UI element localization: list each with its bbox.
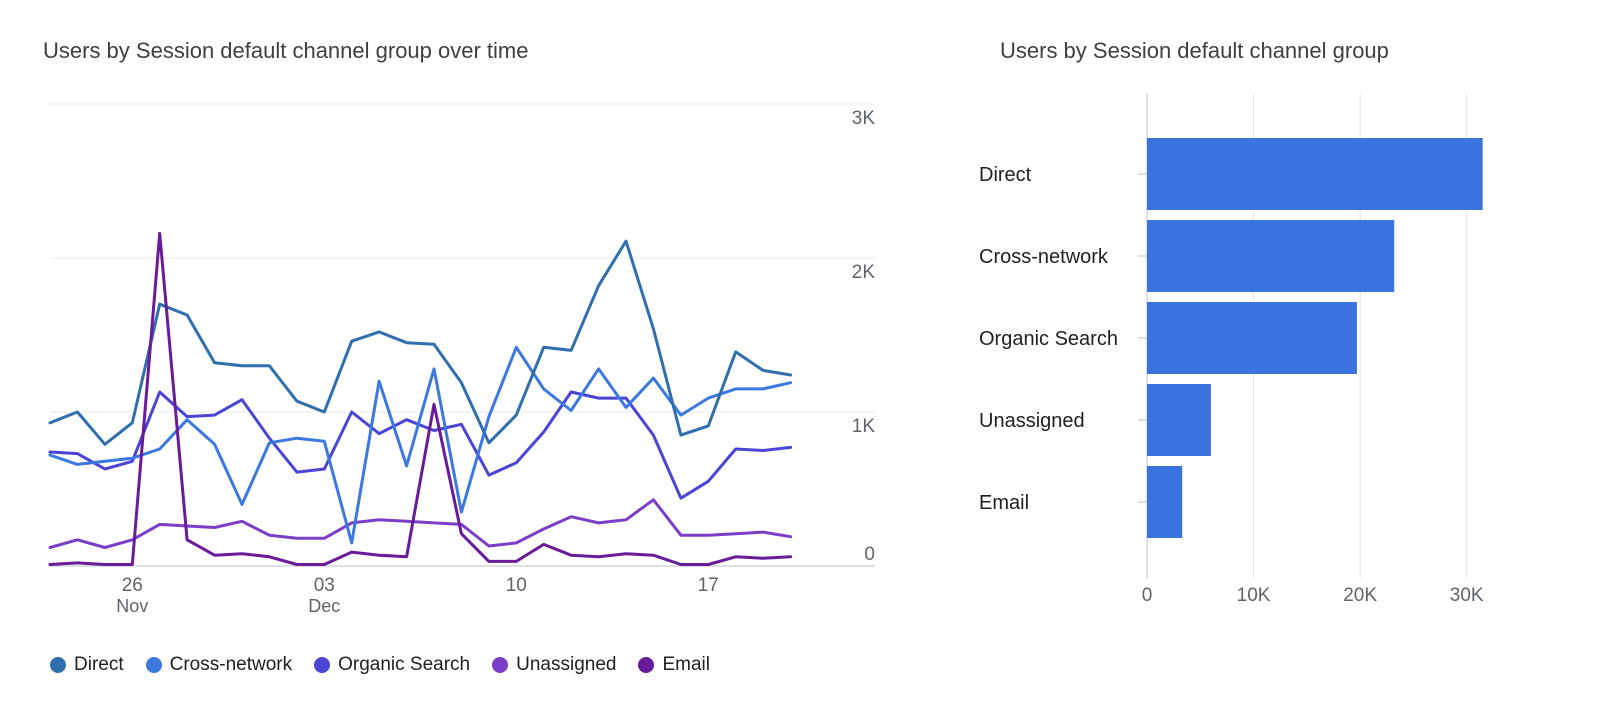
category-label: Direct	[979, 164, 1032, 186]
legend-item[interactable]: Unassigned	[492, 654, 616, 676]
series-line-organic-search	[48, 390, 793, 500]
series-line-cross-network	[48, 345, 793, 545]
legend-swatch	[492, 657, 509, 673]
y-tick-label: 0	[864, 544, 875, 565]
legend-swatch	[638, 657, 655, 673]
legend-swatch	[50, 657, 66, 673]
bar-cross-network	[1147, 220, 1395, 292]
x-tick-label: 26	[122, 575, 143, 596]
series-line-direct	[48, 239, 793, 446]
x-tick-label: 17	[698, 575, 719, 596]
x-tick-sublabel: Dec	[308, 596, 340, 616]
legend-item[interactable]: Direct	[50, 654, 124, 676]
line-chart-title: Users by Session default channel group o…	[43, 38, 529, 63]
x-tick-sublabel: Nov	[116, 596, 148, 616]
y-tick-label: 1K	[852, 416, 876, 437]
y-tick-label: 2K	[852, 262, 876, 283]
bar-chart-card: Users by Session default channel group 0…	[960, 0, 1600, 715]
bar-chart-title: Users by Session default channel group	[1000, 38, 1389, 63]
legend-item[interactable]: Email	[638, 654, 710, 676]
bar-unassigned	[1147, 384, 1211, 456]
legend-label: Email	[662, 654, 710, 675]
x-tick-label: 10	[506, 575, 527, 596]
category-label: Email	[979, 492, 1029, 514]
legend-label: Unassigned	[516, 654, 617, 675]
category-label: Organic Search	[979, 328, 1118, 350]
x-tick-label: 0	[1142, 585, 1153, 606]
legend-item[interactable]: Cross-network	[145, 654, 293, 676]
bar-chart: 0 10K 20K 30K Direct Cross-network Organic Sea…	[979, 94, 1484, 606]
legend-label: Cross-network	[169, 654, 293, 675]
category-label: Cross-network	[979, 246, 1109, 268]
line-chart-legend: Direct Cross-network Organic Search Unassig…	[50, 654, 710, 676]
legend-item[interactable]: Organic Search	[314, 654, 470, 676]
legend-label: Organic Search	[338, 654, 471, 675]
bar-direct	[1147, 138, 1483, 210]
x-tick-label: 20K	[1343, 585, 1377, 606]
series-line-unassigned	[48, 498, 793, 549]
legend-label: Direct	[74, 654, 124, 675]
x-tick-label: 30K	[1450, 585, 1484, 606]
bar-email	[1147, 466, 1183, 538]
x-tick-label: 10K	[1237, 585, 1271, 606]
y-tick-label: 3K	[852, 108, 876, 129]
x-tick-label: 03	[314, 575, 335, 596]
legend-swatch	[314, 657, 331, 673]
series-line-email	[48, 231, 793, 566]
legend-swatch	[145, 657, 162, 673]
bar-organic-search	[1147, 302, 1357, 374]
line-chart-card: Users by Session default channel group o…	[43, 38, 876, 676]
category-label: Unassigned	[979, 410, 1085, 432]
